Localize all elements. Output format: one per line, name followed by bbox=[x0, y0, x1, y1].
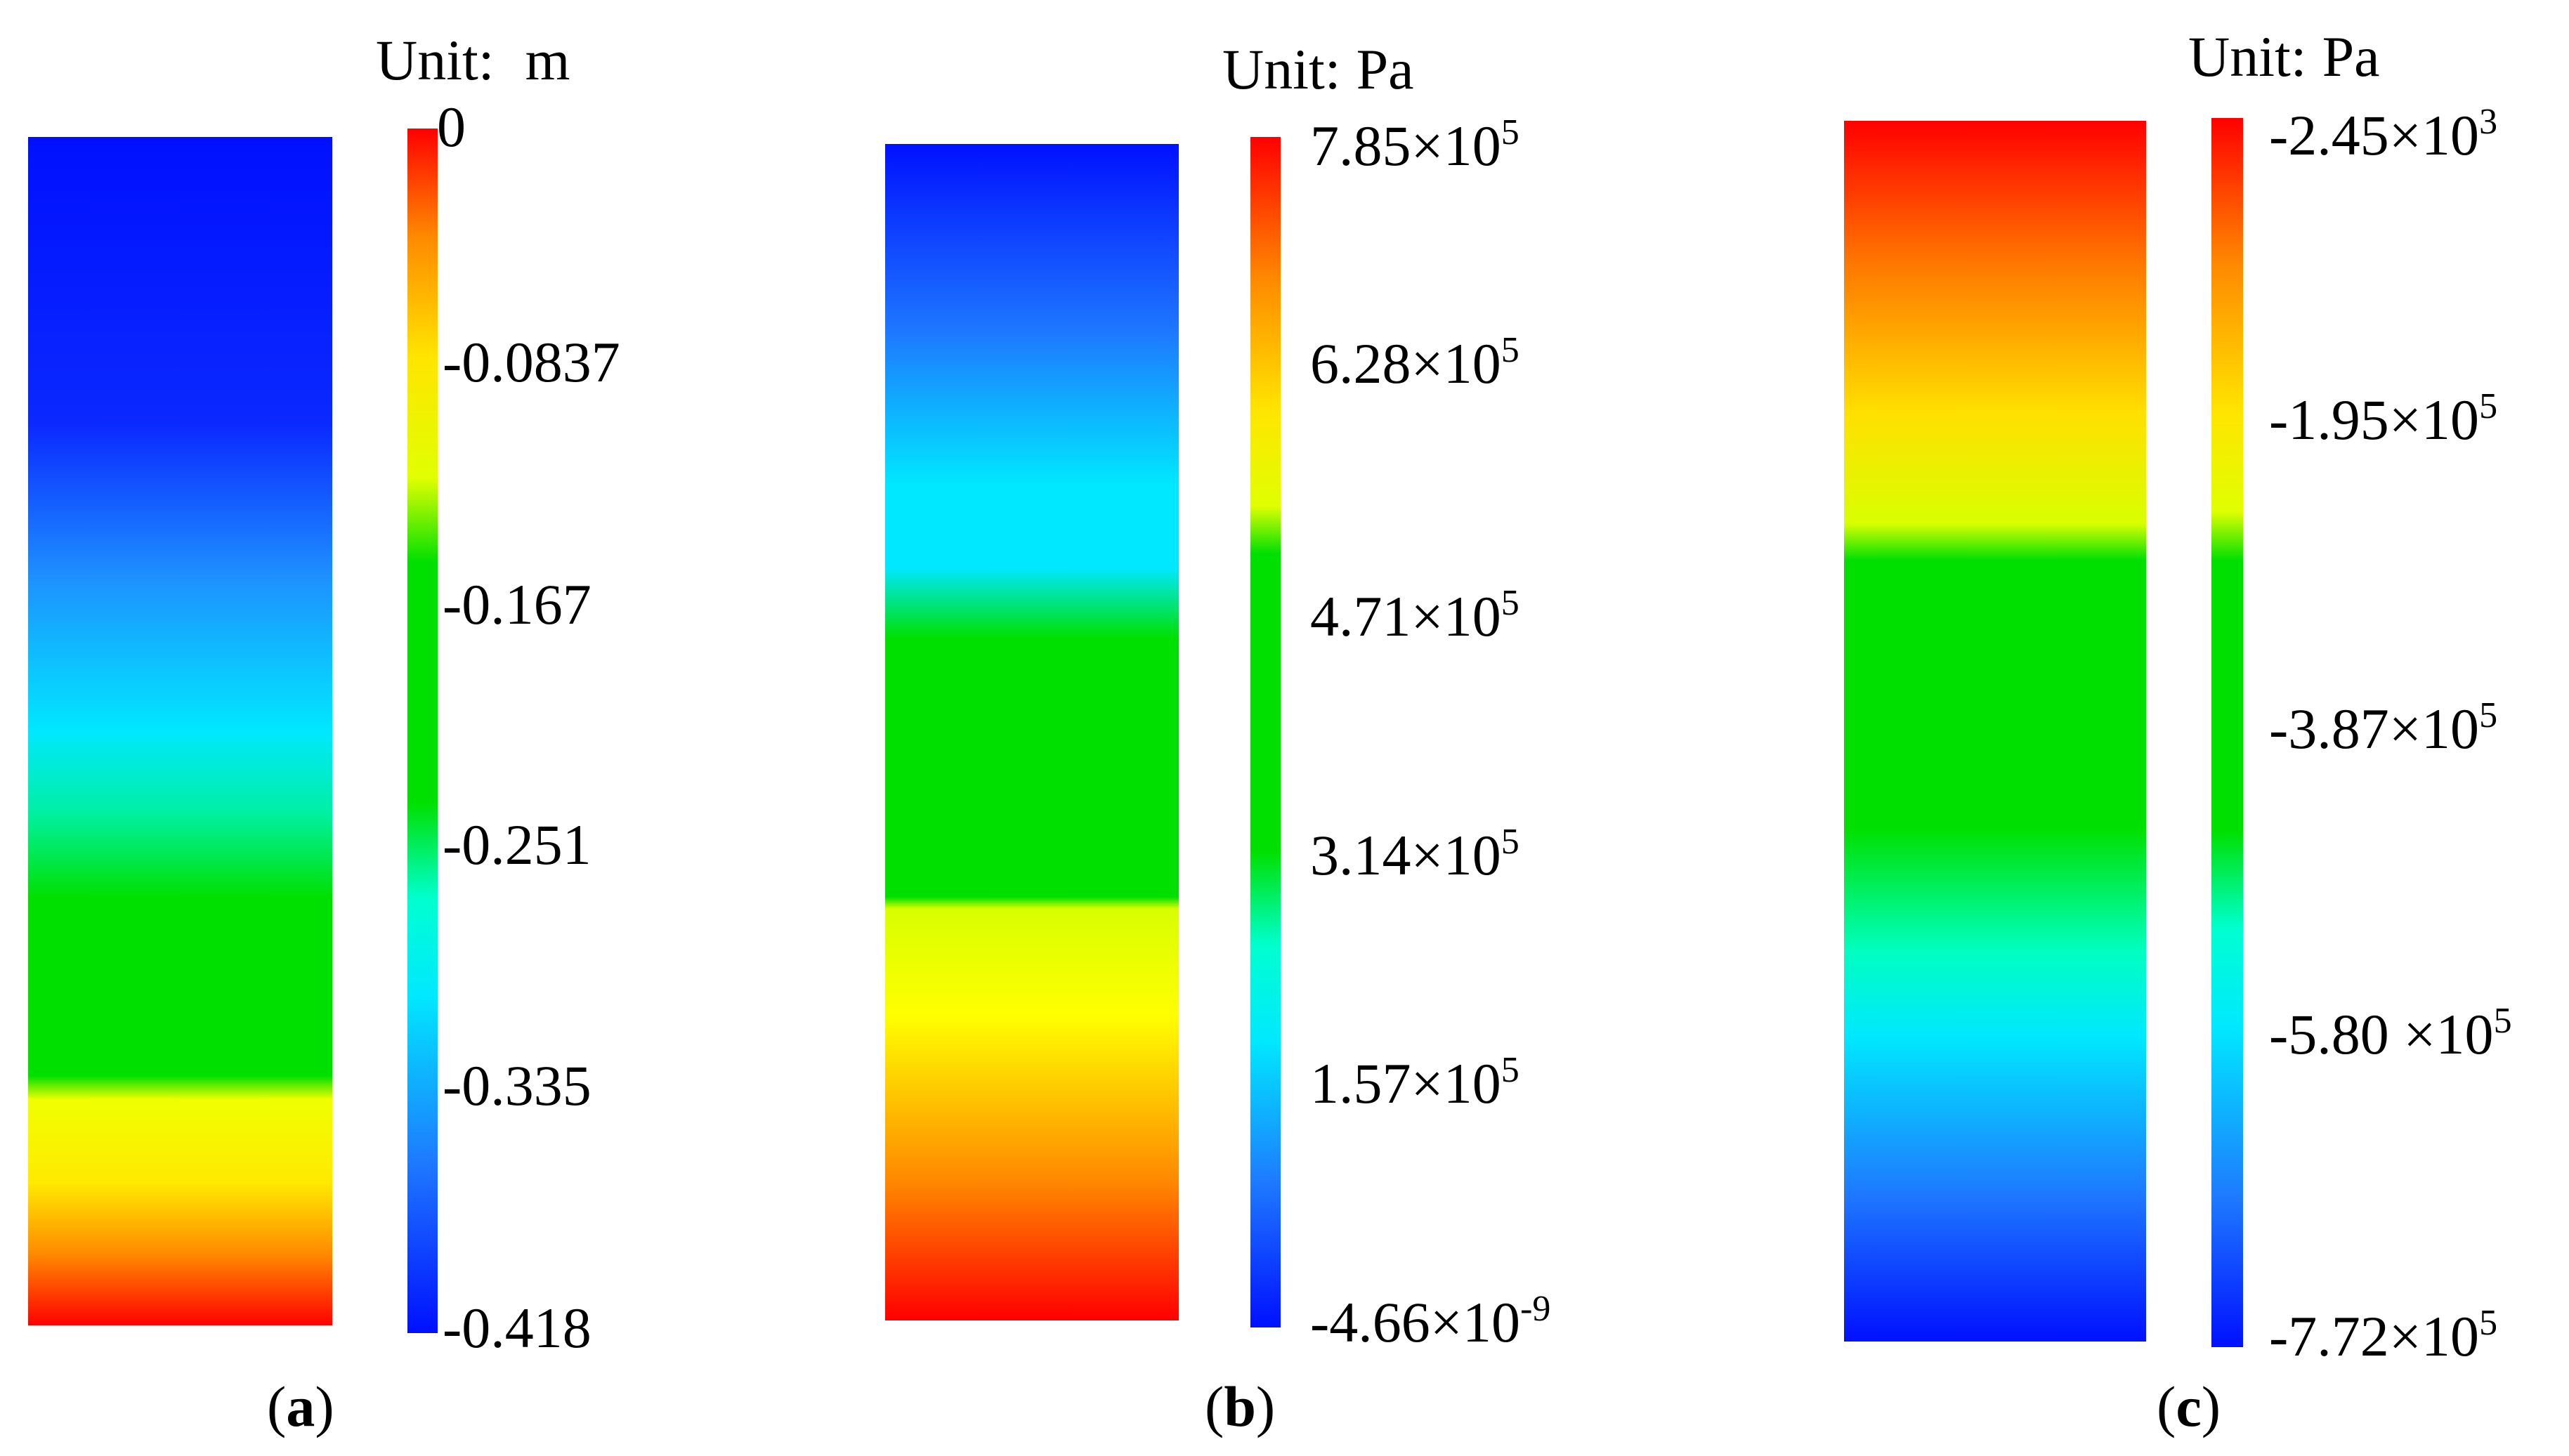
panel-c: Unit: Pa -2.45×103 -1.95×105 -3.87×105 -5… bbox=[1707, 0, 2569, 1456]
colorbar-b bbox=[1250, 137, 1281, 1327]
contour-plot-c bbox=[1844, 121, 2146, 1342]
unit-label-a: Unit: m bbox=[376, 28, 570, 92]
colorbar-tick-label: -7.72×105 bbox=[2269, 1303, 2498, 1368]
unit-label-b: Unit: Pa bbox=[1222, 37, 1414, 101]
colorbar-tick-label: -0.418 bbox=[443, 1296, 591, 1360]
colorbar-a bbox=[407, 129, 438, 1333]
unit-label-c: Unit: Pa bbox=[2188, 25, 2380, 88]
colorbar-tick-label: 6.28×105 bbox=[1310, 330, 1519, 395]
panel-a: Unit: m 0 -0.0837 -0.167 -0.251 -0.335 -0… bbox=[0, 0, 843, 1456]
colorbar-tick-label: -4.66×10-9 bbox=[1310, 1289, 1551, 1354]
colorbar-tick-label: 1.57×105 bbox=[1310, 1050, 1519, 1115]
panel-caption-a: (a) bbox=[267, 1375, 334, 1438]
colorbar-tick-label: -3.87×105 bbox=[2269, 695, 2498, 761]
panel-caption-c: (c) bbox=[2157, 1375, 2221, 1438]
colorbar-tick-label: -0.335 bbox=[443, 1054, 591, 1117]
colorbar-tick-label: -5.80 ×105 bbox=[2269, 1001, 2512, 1066]
panel-caption-b: (b) bbox=[1205, 1375, 1276, 1438]
contour-plot-a bbox=[28, 137, 332, 1325]
colorbar-tick-label: 0 bbox=[437, 95, 466, 159]
panel-b: Unit: Pa 7.85×105 6.28×105 4.71×105 3.14×… bbox=[843, 0, 1707, 1456]
colorbar-tick-label: 7.85×105 bbox=[1310, 112, 1519, 178]
colorbar-tick-label: 4.71×105 bbox=[1310, 583, 1519, 648]
colorbar-tick-label: -0.251 bbox=[443, 813, 591, 877]
colorbar-tick-label: -0.167 bbox=[443, 572, 591, 636]
colorbar-tick-label: 3.14×105 bbox=[1310, 822, 1519, 887]
colorbar-c bbox=[2211, 118, 2243, 1347]
colorbar-tick-label: -1.95×105 bbox=[2269, 386, 2498, 452]
colorbar-tick-label: -0.0837 bbox=[443, 330, 620, 394]
contour-plot-b bbox=[885, 144, 1179, 1320]
colorbar-tick-label: -2.45×103 bbox=[2269, 102, 2498, 167]
